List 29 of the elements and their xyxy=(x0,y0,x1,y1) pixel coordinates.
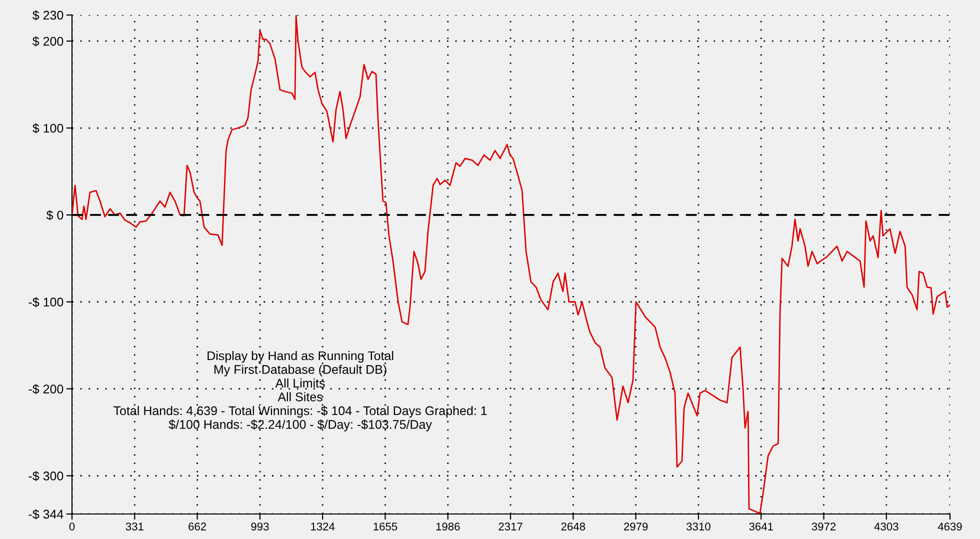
y-tick-label: -$ 344 xyxy=(28,509,64,520)
x-tick-label: 1324 xyxy=(311,522,335,530)
x-tick-label: 3641 xyxy=(749,522,773,530)
x-tick-label: 331 xyxy=(126,522,144,530)
y-tick-label: -$ 200 xyxy=(28,384,64,394)
x-tick-label: 2979 xyxy=(624,522,648,530)
y-tick-label: $ 0 xyxy=(46,210,64,220)
x-tick-label: 0 xyxy=(69,522,75,530)
x-tick-label: 3972 xyxy=(812,522,836,530)
x-tick-label: 3310 xyxy=(686,522,710,530)
annotation: Total Hands: 4,639 - Total Winnings: -$ 104 - Total Days Graphed: 1 xyxy=(114,406,487,418)
annotation: My First Database (Default DB) xyxy=(214,364,386,376)
x-tick-label: 2648 xyxy=(561,522,586,530)
x-tick-label: 4639 xyxy=(938,522,962,530)
annotation: All Sites xyxy=(278,392,322,402)
y-tick-label: $ 230 xyxy=(32,10,64,20)
x-tick-label: 1986 xyxy=(436,522,460,530)
annotation: $/100 Hands: -$2.24/100 - $/Day: -$103.75/Day xyxy=(168,420,432,432)
x-tick-label: 993 xyxy=(251,522,269,530)
y-tick-label: $ 100 xyxy=(32,123,64,134)
y-tick-label: $ 200 xyxy=(32,36,64,46)
x-tick-label: 4303 xyxy=(874,522,898,530)
x-tick-label: 2317 xyxy=(498,522,522,530)
y-tick-label: -$ 300 xyxy=(28,471,64,482)
annotation: All Limits xyxy=(275,378,325,388)
x-tick-label: 1655 xyxy=(374,522,398,530)
annotation: Display by Hand as Running Total xyxy=(208,350,394,363)
x-tick-label: 662 xyxy=(188,522,206,530)
y-tick-label: -$ 100 xyxy=(28,297,64,308)
